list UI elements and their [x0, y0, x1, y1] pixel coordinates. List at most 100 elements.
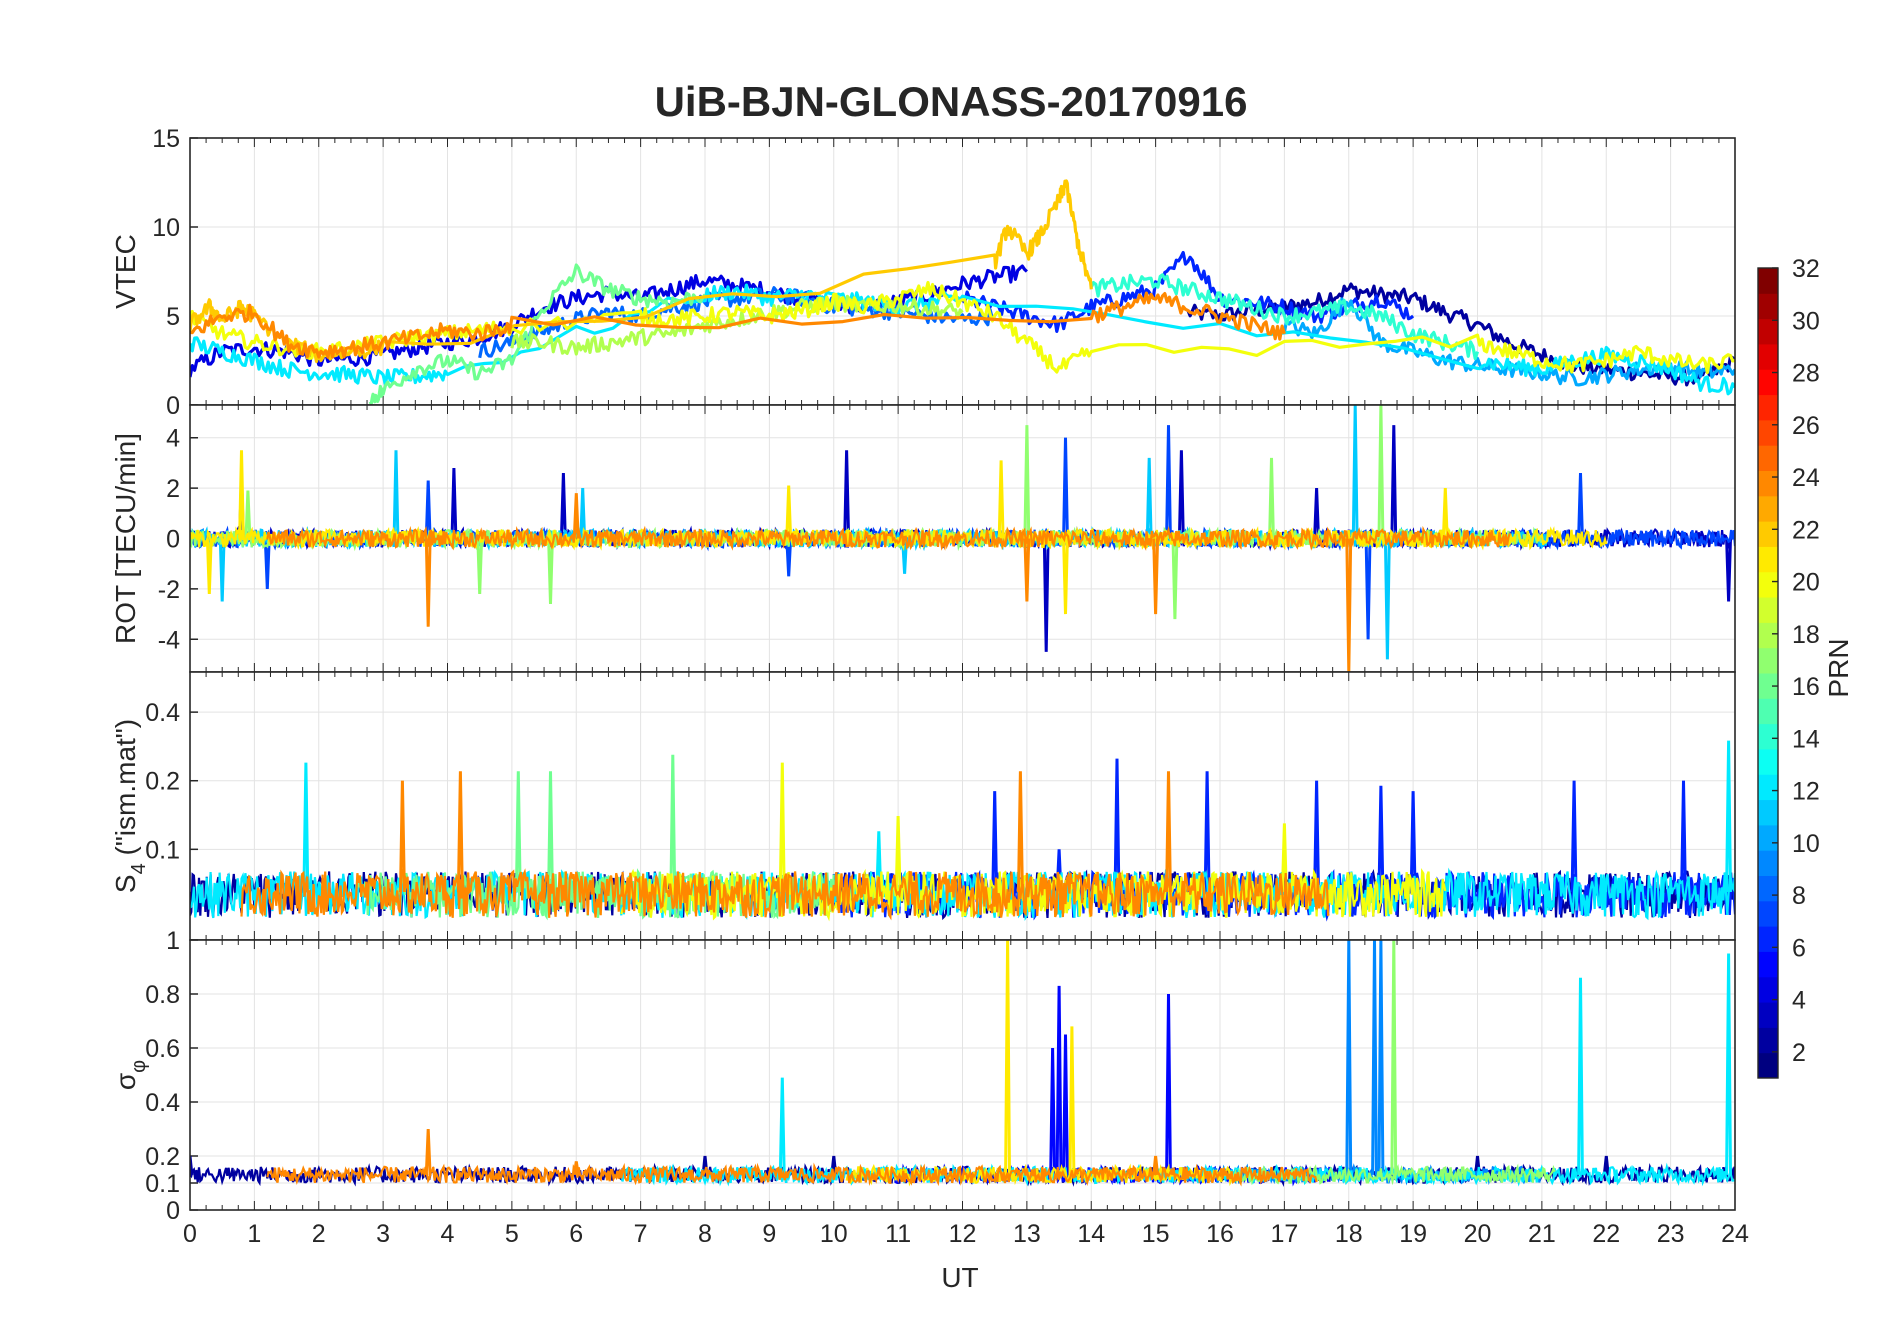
colorbar-tick-label: 20 [1792, 569, 1820, 597]
colorbar-level [1758, 318, 1778, 345]
series-spike-prn-7 [424, 480, 432, 539]
series-spike-prn-17 [1171, 538, 1179, 620]
y-axis-label-sub: φ [128, 1060, 150, 1073]
series-spike-prn-24 [572, 1161, 580, 1176]
colorbar-level [1758, 1027, 1778, 1054]
series-spike-prn-11 [392, 450, 400, 539]
series-spike-prn-6 [1377, 785, 1385, 893]
series-spike-prn-24 [424, 1128, 432, 1175]
y-tick-label: -2 [158, 576, 180, 604]
chart-title: UiB-BJN-GLONASS-20170916 [655, 78, 1248, 125]
series-spike-prn-5 [1049, 1047, 1057, 1175]
series-spike-prn-3 [1390, 425, 1398, 539]
series-spike-prn-2 [190, 1155, 194, 1176]
series-noise-prn-12 [190, 867, 1735, 921]
x-tick-label: 19 [1399, 1220, 1427, 1248]
series-spike-prn-5 [1055, 985, 1063, 1175]
colorbar-tick-label: 16 [1792, 673, 1820, 701]
colorbar-level [1758, 824, 1778, 851]
colorbar-tick-label: 22 [1792, 516, 1820, 544]
series-spike-prn-2 [1602, 1155, 1610, 1176]
series-spike-prn-6 [1313, 780, 1320, 893]
x-tick-label: 23 [1657, 1220, 1685, 1248]
series-noise-prn-24 [266, 525, 1511, 551]
y-axis-label-sub: 4 [128, 863, 150, 874]
y-tick-label: 0.6 [145, 1035, 180, 1063]
series-spike-prn-3 [559, 472, 567, 539]
series-spike-prn-11 [901, 538, 908, 574]
series-noise-prn-24 [266, 1162, 1318, 1187]
series-spike-prn-3 [450, 467, 458, 539]
colorbar-frame [1757, 267, 1779, 1079]
x-tick-label: 2 [312, 1220, 326, 1248]
panel-frame [189, 939, 1736, 1211]
series-spike-prn-17 [547, 538, 554, 605]
y-tick-label: 15 [152, 125, 180, 153]
colorbar-level [1758, 673, 1778, 699]
y-tick-label: 0.1 [145, 1170, 180, 1198]
x-tick-label: 24 [1721, 1220, 1749, 1248]
series-spike-prn-20 [1280, 823, 1288, 893]
series-spike-prn-12 [1725, 953, 1732, 1175]
series-spike-prn-12 [302, 762, 310, 893]
series-spike-prn-11 [1383, 538, 1391, 660]
colorbar-level [1758, 647, 1778, 674]
panel-s4: 0.10.20.4S4 ("ism.mat") [110, 671, 1736, 941]
colorbar-level [1758, 495, 1778, 522]
x-tick-label: 1 [247, 1220, 261, 1248]
series-spike-prn-12 [1725, 740, 1732, 893]
y-tick-label: 0.4 [145, 699, 180, 727]
series-spike-prn-20 [778, 762, 786, 893]
series-spike-prn-21 [1004, 940, 1011, 1175]
x-tick-label: 5 [505, 1220, 519, 1248]
x-tick-label: 8 [698, 1220, 712, 1248]
x-tick-label: 15 [1142, 1220, 1170, 1248]
series-spike-prn-12 [875, 831, 883, 893]
colorbar-label: PRN [1823, 638, 1854, 697]
colorbar-level [1758, 723, 1778, 750]
colorbar-tick-label: 10 [1792, 830, 1820, 858]
series-spike-prn-6 [991, 791, 999, 893]
colorbar-level [1758, 698, 1778, 725]
series-spike-prn-6 [1203, 771, 1211, 893]
series-spike-prn-7 [263, 538, 271, 589]
series-spike-prn-24 [1345, 538, 1353, 672]
x-tick-label: 17 [1270, 1220, 1298, 1248]
y-axis-label: σφ [110, 1060, 150, 1090]
series-spike-prn-20 [894, 815, 902, 893]
series-spike-prn-9 [1377, 940, 1385, 1175]
series-spike-prn-6 [1680, 780, 1687, 893]
x-tick-label: 12 [949, 1220, 977, 1248]
series-spike-prn-7 [1165, 425, 1172, 539]
series-spike-prn-17 [244, 490, 252, 539]
colorbar-level [1758, 343, 1778, 370]
colorbar-level [1758, 546, 1778, 573]
x-tick-label: 20 [1464, 1220, 1492, 1248]
colorbar-level [1758, 748, 1778, 775]
colorbar-tick-label: 26 [1792, 412, 1820, 440]
series-spike-prn-24 [1152, 1155, 1160, 1176]
series-spike-prn-24 [572, 493, 580, 539]
series-spike-prn-21 [997, 460, 1005, 539]
series-spike-prn-17 [1268, 457, 1275, 539]
colorbar-level [1758, 926, 1778, 952]
series-spike-prn-3 [843, 450, 851, 539]
series-spike-prn-2 [1731, 1166, 1735, 1176]
series-spike-prn-21 [1441, 488, 1449, 539]
colorbar-level [1758, 293, 1778, 320]
series-spike-prn-12 [778, 1077, 786, 1175]
y-axis-label: VTEC [110, 234, 141, 309]
series-spike-prn-24 [1152, 538, 1160, 615]
colorbar-tick-label: 8 [1792, 882, 1806, 910]
colorbar-tick-label: 30 [1792, 307, 1820, 335]
panel-vtec: 0 5 10 15 VTEC [110, 125, 1736, 420]
y-tick-label: 5 [166, 303, 180, 331]
series-spike-prn-21 [238, 450, 245, 539]
y-axis-label-main: S [110, 874, 141, 893]
series-spike-prn-11 [579, 488, 587, 539]
y-tick-label: 1 [166, 927, 180, 955]
series-spike-prn-16 [514, 771, 522, 893]
